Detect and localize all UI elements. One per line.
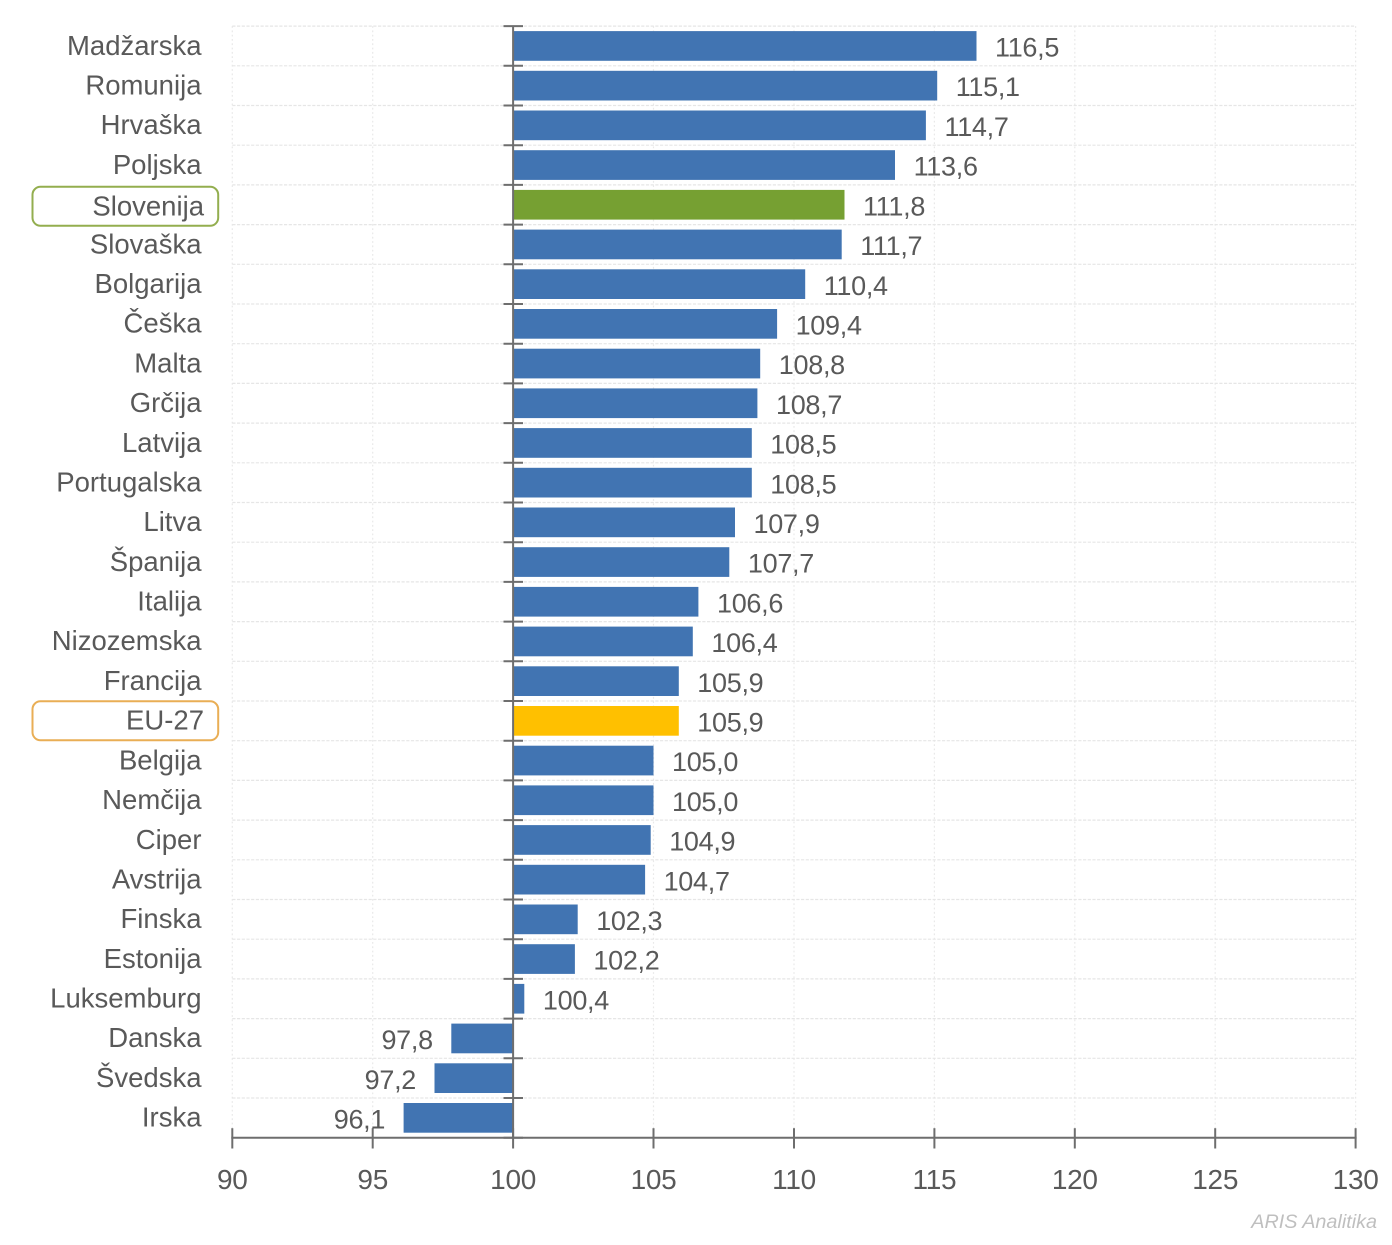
svg-text:ARIS Analitika: ARIS Analitika — [1250, 1211, 1377, 1233]
svg-text:106,4: 106,4 — [711, 628, 777, 658]
svg-text:115,1: 115,1 — [956, 72, 1020, 102]
svg-text:Avstrija: Avstrija — [112, 864, 202, 895]
svg-text:104,9: 104,9 — [669, 827, 735, 857]
svg-text:108,7: 108,7 — [776, 390, 842, 420]
svg-text:107,9: 107,9 — [754, 509, 820, 539]
svg-text:104,7: 104,7 — [664, 866, 730, 896]
svg-text:96,1: 96,1 — [334, 1104, 385, 1134]
svg-text:109,4: 109,4 — [796, 311, 862, 341]
svg-text:Belgija: Belgija — [119, 744, 202, 775]
svg-text:97,2: 97,2 — [365, 1065, 416, 1095]
svg-text:113,6: 113,6 — [914, 152, 978, 182]
svg-text:114,7: 114,7 — [945, 112, 1009, 142]
svg-text:120: 120 — [1052, 1164, 1098, 1195]
svg-text:Finska: Finska — [121, 903, 203, 934]
svg-text:100: 100 — [490, 1164, 536, 1195]
svg-text:Francija: Francija — [104, 665, 203, 696]
svg-text:108,5: 108,5 — [770, 430, 836, 460]
svg-text:Ciper: Ciper — [136, 824, 202, 855]
svg-text:Grčija: Grčija — [130, 387, 203, 418]
svg-text:Latvija: Latvija — [122, 427, 202, 458]
svg-text:Slovaška: Slovaška — [90, 228, 202, 259]
svg-text:107,7: 107,7 — [748, 549, 814, 579]
svg-text:Romunija: Romunija — [85, 70, 202, 101]
svg-text:116,5: 116,5 — [995, 33, 1059, 63]
svg-text:102,2: 102,2 — [593, 946, 659, 976]
svg-text:Slovenija: Slovenija — [92, 191, 204, 222]
svg-text:EU-27: EU-27 — [126, 705, 204, 736]
svg-text:Češka: Češka — [124, 308, 203, 339]
svg-text:Nemčija: Nemčija — [102, 784, 202, 815]
svg-text:Estonija: Estonija — [104, 943, 203, 974]
svg-text:108,8: 108,8 — [779, 350, 845, 380]
svg-text:110: 110 — [772, 1164, 816, 1195]
svg-text:Irska: Irska — [142, 1102, 202, 1133]
svg-text:115: 115 — [913, 1164, 957, 1195]
svg-text:105: 105 — [631, 1164, 677, 1195]
svg-text:95: 95 — [357, 1164, 388, 1195]
svg-text:Litva: Litva — [143, 506, 202, 537]
svg-text:Italija: Italija — [137, 586, 202, 617]
svg-text:Malta: Malta — [134, 347, 202, 378]
svg-text:111,7: 111,7 — [860, 231, 922, 261]
svg-text:130: 130 — [1333, 1164, 1379, 1195]
svg-text:111,8: 111,8 — [863, 191, 925, 221]
svg-text:105,9: 105,9 — [697, 708, 763, 738]
svg-text:Luksemburg: Luksemburg — [50, 983, 201, 1014]
svg-text:108,5: 108,5 — [770, 469, 836, 499]
svg-text:Nizozemska: Nizozemska — [52, 625, 202, 656]
svg-text:125: 125 — [1192, 1164, 1238, 1195]
svg-text:Poljska: Poljska — [113, 149, 202, 180]
svg-text:97,8: 97,8 — [381, 1025, 432, 1055]
svg-text:110,4: 110,4 — [824, 271, 888, 301]
svg-text:Danska: Danska — [108, 1022, 202, 1053]
svg-text:Portugalska: Portugalska — [56, 467, 202, 498]
svg-text:105,0: 105,0 — [672, 747, 738, 777]
svg-text:Bolgarija: Bolgarija — [94, 268, 202, 299]
svg-text:102,3: 102,3 — [596, 906, 662, 936]
svg-text:100,4: 100,4 — [543, 985, 609, 1015]
svg-text:Madžarska: Madžarska — [67, 30, 202, 61]
svg-text:Švedska: Švedska — [96, 1062, 202, 1093]
svg-text:Španija: Španija — [110, 546, 202, 577]
svg-text:90: 90 — [217, 1164, 248, 1195]
svg-text:Hrvaška: Hrvaška — [101, 109, 203, 140]
svg-text:105,0: 105,0 — [672, 787, 738, 817]
svg-text:105,9: 105,9 — [697, 668, 763, 698]
svg-text:106,6: 106,6 — [717, 588, 783, 618]
